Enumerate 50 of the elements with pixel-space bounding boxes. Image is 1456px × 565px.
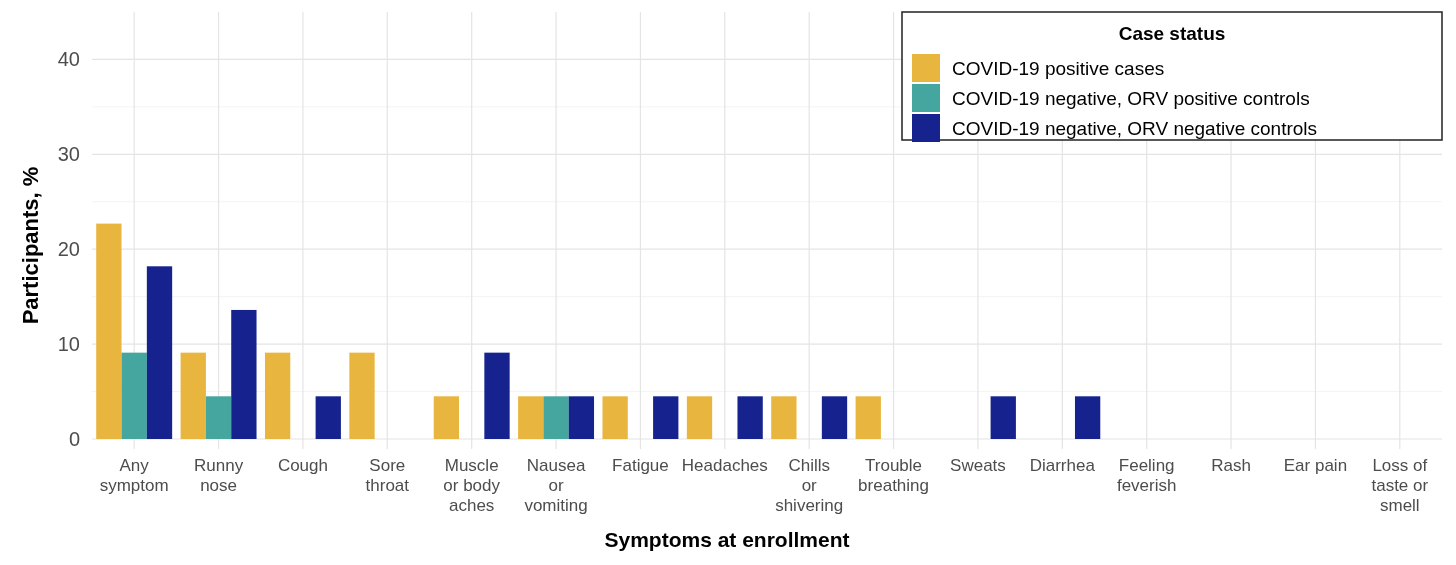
legend-label: COVID-19 negative, ORV positive controls [952, 87, 1310, 109]
y-axis-title: Participants, % [18, 166, 43, 325]
bar [1074, 396, 1101, 439]
bar [433, 396, 460, 439]
x-tick-label: Headaches [681, 456, 768, 475]
bar [602, 396, 628, 439]
x-tick-label: Runny nose [193, 456, 244, 495]
x-tick-label: Loss of taste or smell [1371, 456, 1429, 515]
x-tick-label: Sweats [950, 456, 1006, 475]
bar [855, 396, 881, 439]
x-tick-label: Nausea or vomiting [524, 456, 588, 515]
x-tick-label: Muscle or body aches [443, 456, 501, 515]
bar [121, 352, 147, 439]
bar [990, 396, 1016, 439]
x-tick-label: Fatigue [612, 456, 669, 475]
x-tick-label: Feeling feverish [1116, 456, 1177, 495]
y-tick-label: 0 [68, 428, 80, 450]
x-tick-label: Sore throat [365, 456, 410, 495]
bar [264, 352, 291, 439]
bar [146, 266, 173, 439]
y-tick-label: 10 [57, 333, 80, 356]
x-tick-label: Trouble breathing [858, 456, 930, 495]
bar [821, 396, 848, 439]
bar [653, 396, 679, 439]
x-tick-label: Chills or shivering [775, 456, 844, 515]
legend-label: COVID-19 negative, ORV negative controls [952, 117, 1318, 139]
bar [180, 352, 206, 439]
bar [737, 396, 763, 439]
bar [205, 396, 232, 439]
bar [96, 223, 122, 439]
y-tick-label: 40 [57, 48, 80, 71]
bar [349, 352, 375, 439]
bar [686, 396, 713, 439]
bar [568, 396, 595, 439]
y-tick-label: 30 [57, 143, 80, 166]
legend-label: COVID-19 positive cases [952, 57, 1165, 79]
bar [771, 396, 797, 439]
legend-title: Case status [1118, 23, 1226, 44]
bar [518, 396, 544, 439]
bar [484, 352, 510, 439]
x-tick-label: Rash [1211, 456, 1251, 475]
x-tick-label: Cough [277, 456, 328, 475]
bar [231, 309, 257, 439]
bar [543, 396, 569, 439]
x-tick-label: Diarrhea [1029, 456, 1096, 475]
y-tick-label: 20 [57, 238, 80, 261]
x-tick-label: Ear pain [1283, 456, 1348, 475]
x-tick-label: Any symptom [99, 456, 169, 495]
bar [315, 396, 341, 439]
x-axis-title: Symptoms at enrollment [604, 528, 850, 551]
